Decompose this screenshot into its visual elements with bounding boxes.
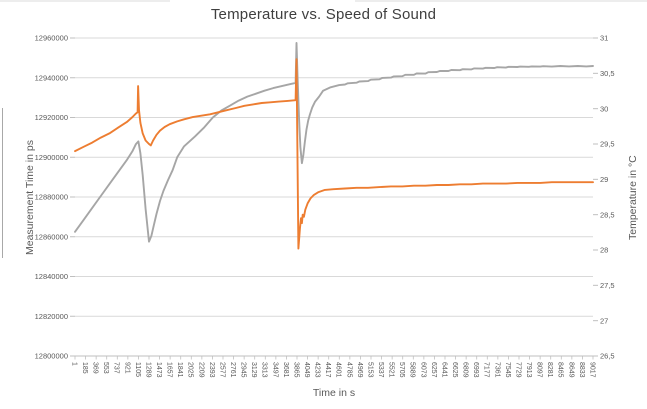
svg-text:26,5: 26,5 (600, 352, 615, 361)
svg-text:12900000: 12900000 (35, 153, 68, 162)
svg-text:12800000: 12800000 (35, 352, 68, 361)
svg-text:8281: 8281 (546, 362, 553, 378)
svg-text:4417: 4417 (324, 362, 331, 378)
svg-text:12940000: 12940000 (35, 73, 68, 82)
top-edge-gap (170, 0, 355, 2)
svg-text:1: 1 (70, 362, 77, 366)
svg-text:1105: 1105 (134, 362, 141, 377)
svg-text:7177: 7177 (483, 362, 490, 378)
svg-text:27,5: 27,5 (600, 281, 615, 290)
svg-text:7545: 7545 (504, 362, 511, 378)
svg-text:3129: 3129 (250, 362, 257, 378)
svg-text:9017: 9017 (588, 362, 595, 378)
svg-text:3865: 3865 (292, 362, 299, 378)
svg-text:28: 28 (600, 246, 608, 255)
svg-text:6257: 6257 (430, 362, 437, 378)
svg-text:12820000: 12820000 (35, 312, 68, 321)
svg-text:2761: 2761 (229, 362, 236, 378)
series-measurement_time (74, 42, 594, 243)
svg-text:12920000: 12920000 (35, 113, 68, 122)
svg-text:7729: 7729 (514, 362, 521, 378)
svg-text:2393: 2393 (208, 362, 215, 378)
svg-text:6993: 6993 (472, 362, 479, 378)
svg-text:7913: 7913 (525, 362, 532, 378)
svg-text:4969: 4969 (356, 362, 363, 378)
svg-text:5705: 5705 (398, 362, 405, 378)
svg-text:1289: 1289 (144, 362, 151, 378)
svg-text:369: 369 (92, 362, 99, 374)
svg-text:8465: 8465 (557, 362, 564, 378)
svg-text:29,5: 29,5 (600, 140, 615, 149)
left-edge-artifact (2, 108, 3, 258)
svg-text:5153: 5153 (366, 362, 373, 378)
svg-text:3497: 3497 (271, 362, 278, 378)
svg-text:2945: 2945 (240, 362, 247, 378)
svg-text:12880000: 12880000 (35, 193, 68, 202)
svg-text:737: 737 (113, 362, 120, 374)
svg-text:1657: 1657 (166, 362, 173, 378)
svg-text:1841: 1841 (176, 362, 183, 378)
svg-text:4233: 4233 (314, 362, 321, 378)
svg-text:2577: 2577 (218, 362, 225, 378)
svg-text:12840000: 12840000 (35, 272, 68, 281)
y-right-ticks: 31 30,5 30 29,5 29 28,5 28 27,5 27 26,5 (593, 34, 615, 361)
series-temperature (74, 58, 594, 250)
svg-text:3681: 3681 (282, 362, 289, 378)
svg-text:6073: 6073 (419, 362, 426, 378)
svg-text:5889: 5889 (409, 362, 416, 378)
svg-text:30: 30 (600, 104, 608, 113)
svg-text:4785: 4785 (345, 362, 352, 378)
svg-text:30,5: 30,5 (600, 69, 615, 78)
chart-title: Temperature vs. Speed of Sound (210, 6, 437, 23)
svg-text:28,5: 28,5 (600, 210, 615, 219)
svg-text:553: 553 (102, 362, 109, 374)
svg-text:7361: 7361 (493, 362, 500, 378)
svg-text:2025: 2025 (187, 362, 194, 378)
svg-text:12960000: 12960000 (35, 34, 68, 43)
svg-text:2209: 2209 (197, 362, 204, 378)
gridlines-and-y-left-ticks: 12960000 12940000 12920000 12900000 12880000… (35, 34, 593, 361)
svg-text:5337: 5337 (377, 362, 384, 378)
svg-text:6625: 6625 (451, 362, 458, 378)
x-ticks: 1 185 369 553 737 921 1105 1289 1473 1657 1841 2025… (70, 356, 595, 378)
svg-text:27: 27 (600, 316, 608, 325)
svg-text:8833: 8833 (578, 362, 585, 378)
svg-text:31: 31 (600, 34, 608, 43)
svg-text:12860000: 12860000 (35, 232, 68, 241)
svg-text:921: 921 (123, 362, 130, 374)
svg-text:6809: 6809 (462, 362, 469, 378)
svg-text:8649: 8649 (567, 362, 574, 378)
svg-text:185: 185 (81, 362, 88, 374)
svg-text:8097: 8097 (536, 362, 543, 378)
x-axis-title: Time in s (312, 387, 356, 399)
svg-text:4049: 4049 (303, 362, 310, 378)
svg-text:3313: 3313 (261, 362, 268, 378)
svg-text:29: 29 (600, 175, 608, 184)
svg-text:4601: 4601 (335, 362, 342, 378)
svg-text:5521: 5521 (388, 362, 395, 378)
svg-text:6441: 6441 (440, 362, 447, 378)
svg-text:1473: 1473 (155, 362, 162, 378)
